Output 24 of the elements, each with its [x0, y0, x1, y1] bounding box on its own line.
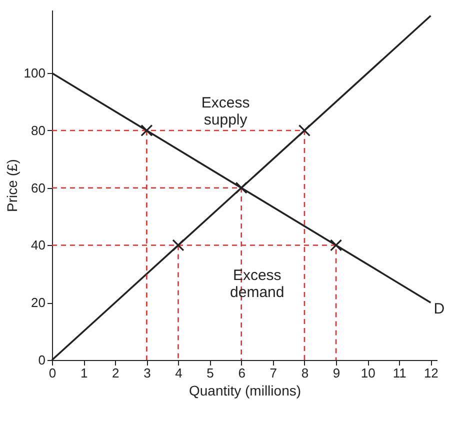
x-tick-label: 1: [80, 366, 88, 380]
x-tick-label: 12: [424, 366, 438, 380]
x-tick-label: 9: [332, 366, 340, 380]
y-tick-label: 0: [38, 352, 46, 368]
x-tick-label: 2: [112, 366, 120, 380]
x-tick-label: 11: [392, 366, 406, 380]
y-tick-label: 40: [31, 238, 46, 253]
x-tick-label: 6: [238, 366, 246, 380]
y-tick-label: 80: [31, 122, 46, 138]
x-tick-label: 0: [48, 366, 56, 380]
x-tick-label: 4: [175, 366, 182, 380]
x-tick-label: 5: [206, 366, 214, 380]
x-tick-label: 7: [270, 366, 278, 380]
x-tick-label: 10: [360, 366, 376, 380]
annotation: D: [434, 300, 445, 318]
x-tick-label: 8: [301, 366, 309, 380]
annotation: Excess demand: [230, 267, 284, 302]
y-tick-label: 60: [31, 180, 46, 196]
y-tick-label: 20: [31, 295, 46, 310]
annotation: Excess supply: [201, 94, 250, 128]
y-tick-label: 100: [24, 66, 46, 81]
y-axis-title: Price (£): [4, 159, 20, 212]
x-tick-label: 3: [144, 366, 151, 380]
x-axis-title: Quantity (millions): [188, 382, 302, 398]
